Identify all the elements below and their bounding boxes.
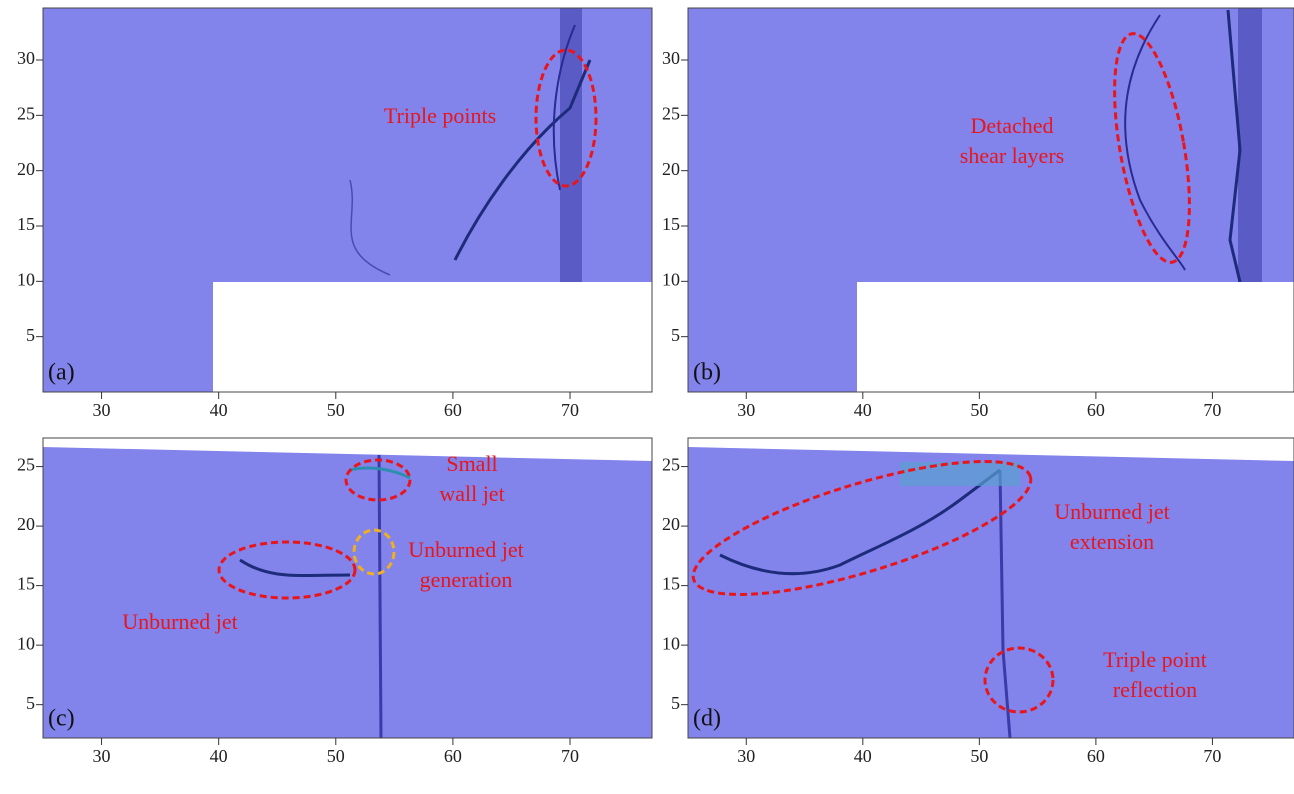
y-tick-label: 10 [662, 269, 680, 289]
wall [43, 438, 652, 461]
annotation: Unburned jet [408, 537, 523, 562]
annotation: Small [446, 451, 497, 476]
annotation: Detached [970, 113, 1053, 138]
y-tick-label: 25 [662, 455, 680, 475]
front [1226, 9, 1242, 283]
y-tick-label: 5 [26, 325, 35, 345]
plot-frame [42, 437, 653, 739]
x-tick-label: 60 [444, 400, 462, 420]
field-background [688, 438, 1294, 738]
y-tick-label: 30 [662, 48, 680, 68]
x-tick-label: 50 [327, 746, 345, 766]
turbulence [900, 462, 1020, 486]
y-tick-label: 20 [662, 514, 680, 534]
x-tick-label: 40 [854, 746, 872, 766]
panel: 30 40 50 60 70 5 10 15 20 25 30 (b) Detached shear la… [662, 7, 1294, 420]
y-tick-label: 25 [662, 103, 680, 123]
x-tick-label: 70 [561, 400, 579, 420]
annotation: shear layers [960, 143, 1064, 168]
annotation: reflection [1113, 677, 1197, 702]
y-tick-label: 20 [17, 159, 35, 179]
y-tick-label: 10 [17, 269, 35, 289]
plot-frame [42, 7, 653, 393]
y-tick-label: 5 [671, 693, 680, 713]
x-tick-label: 40 [210, 400, 228, 420]
x-tick-label: 50 [970, 746, 988, 766]
y-tick-label: 5 [671, 325, 680, 345]
field-background [43, 438, 652, 738]
y-tick-label: 15 [662, 214, 680, 234]
shear-layer [1124, 14, 1186, 271]
x-tick-label: 50 [970, 400, 988, 420]
y-tick-label: 25 [17, 455, 35, 475]
y-tick-label: 10 [662, 633, 680, 653]
panel-label: (a) [48, 360, 75, 386]
y-tick-label: 25 [17, 103, 35, 123]
shock [998, 469, 1012, 739]
wall [688, 438, 1294, 461]
annotation: Triple points [384, 103, 496, 128]
panel-label: (c) [48, 706, 75, 732]
x-tick-label: 60 [444, 746, 462, 766]
obstacle [213, 282, 652, 392]
panel: 30 40 50 60 70 5 10 15 20 25 (d) Unburned jet extens… [662, 437, 1294, 766]
y-tick-label: 15 [662, 574, 680, 594]
annotation: Triple point [1103, 647, 1207, 672]
highlight-ellipse [344, 458, 412, 502]
highlight-ellipse [983, 646, 1055, 714]
plot-frame [687, 7, 1294, 393]
panel: 30 40 50 60 70 5 10 15 20 25 (c) Small wall jet Unbur… [17, 437, 653, 766]
x-tick-label: 40 [854, 400, 872, 420]
y-tick-label: 5 [26, 693, 35, 713]
x-tick-label: 30 [93, 746, 111, 766]
x-tick-label: 70 [1203, 746, 1221, 766]
x-tick-label: 30 [737, 400, 755, 420]
annotation: Unburned jet [122, 609, 237, 634]
shear-layer [552, 24, 576, 191]
panel: 30 40 50 60 70 5 10 15 20 25 30 (a) Triple points [17, 7, 653, 420]
plot-frame [687, 437, 1294, 739]
y-tick-label: 15 [17, 214, 35, 234]
x-tick-label: 40 [210, 746, 228, 766]
x-tick-label: 30 [737, 746, 755, 766]
y-tick-label: 20 [662, 159, 680, 179]
x-tick-label: 60 [1087, 400, 1105, 420]
y-tick-label: 15 [17, 574, 35, 594]
x-tick-label: 30 [93, 400, 111, 420]
x-tick-label: 70 [1203, 400, 1221, 420]
highlight-ellipse [352, 528, 396, 576]
x-tick-label: 50 [327, 400, 345, 420]
vortex [349, 179, 391, 276]
jet [239, 558, 351, 578]
x-tick-label: 70 [561, 746, 579, 766]
annotation: extension [1070, 529, 1154, 554]
highlight-ellipse [534, 48, 598, 188]
jet [719, 468, 1001, 576]
shock [377, 454, 383, 739]
panel-label: (d) [693, 706, 721, 732]
y-tick-label: 10 [17, 633, 35, 653]
shock-band [560, 8, 582, 282]
y-tick-label: 30 [17, 48, 35, 68]
obstacle [857, 282, 1294, 392]
annotation: generation [420, 567, 513, 592]
wall-jet [349, 466, 411, 480]
shock-band [1238, 8, 1262, 282]
x-tick-label: 60 [1087, 746, 1105, 766]
shear-layer [453, 59, 592, 261]
annotation: wall jet [439, 481, 504, 506]
highlight-ellipse [691, 460, 1033, 596]
y-tick-label: 20 [17, 514, 35, 534]
highlight-ellipse [217, 540, 357, 600]
annotation: Unburned jet [1054, 499, 1169, 524]
panel-label: (b) [693, 360, 721, 386]
